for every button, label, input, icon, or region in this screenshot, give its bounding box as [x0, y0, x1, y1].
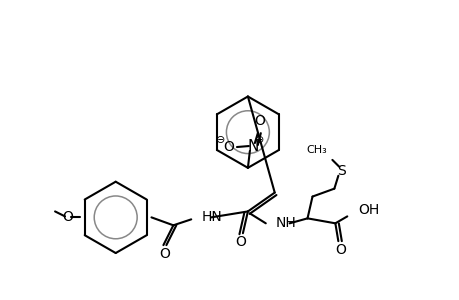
Text: HN: HN	[201, 210, 221, 224]
Text: N: N	[246, 139, 258, 154]
Text: ⊕: ⊕	[255, 135, 264, 145]
Text: O: O	[254, 114, 265, 128]
Text: O: O	[235, 235, 246, 249]
Text: CH₃: CH₃	[306, 145, 327, 155]
Text: NH: NH	[275, 216, 296, 230]
Text: OH: OH	[358, 203, 379, 218]
Text: O: O	[62, 210, 73, 224]
Text: S: S	[336, 164, 345, 178]
Text: ⊖: ⊖	[216, 135, 225, 145]
Text: O: O	[334, 243, 345, 257]
Text: O: O	[223, 140, 234, 154]
Text: O: O	[159, 247, 169, 261]
